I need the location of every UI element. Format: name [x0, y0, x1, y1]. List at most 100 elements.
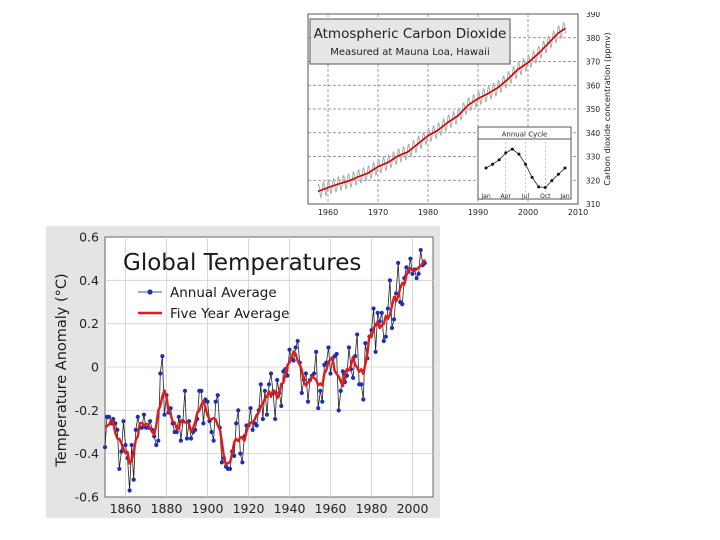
temp-annual-point [394, 291, 399, 296]
legend-five-year-label: Five Year Average [170, 306, 289, 322]
temp-x-tick-label: 1900 [192, 501, 224, 516]
temp-annual-point [305, 399, 311, 404]
temp-annual-point [404, 265, 409, 270]
co2-x-tick-label: 2000 [518, 208, 538, 217]
temp-annual-point [346, 345, 352, 350]
temp-annual-point [234, 421, 239, 426]
temp-annual-point [268, 371, 274, 376]
temp-annual-point [334, 351, 339, 357]
co2-inset-point [497, 158, 501, 162]
temp-annual-point [361, 397, 366, 402]
temp-annual-point [293, 345, 298, 350]
temp-x-tick-label: 1860 [110, 501, 142, 516]
temp-y-tick-label: -0.4 [75, 446, 99, 461]
temp-annual-point [410, 271, 415, 276]
temperature-chart: 1860 1880 1900 1920 1940 1960 1980 2000 -0.6-0.… [46, 226, 440, 518]
temp-annual-point [205, 399, 210, 404]
temp-annual-point [189, 436, 194, 441]
co2-x-tick-label: 1970 [368, 208, 388, 217]
temp-annual-point [316, 406, 321, 411]
temp-annual-point [156, 438, 161, 443]
co2-annual-line [317, 27, 566, 193]
temp-annual-point [254, 423, 259, 428]
temp-annual-points [102, 247, 427, 493]
temp-annual-point [338, 388, 343, 393]
temp-annual-point [295, 338, 300, 344]
temp-annual-point [121, 419, 126, 424]
temp-annual-point [262, 388, 267, 393]
co2-inset-tick-label: Oct [540, 193, 551, 200]
temp-y-tick-label: -0.2 [75, 403, 99, 418]
temp-annual-point [219, 460, 224, 465]
co2-y-tick-label: 330 [586, 153, 601, 162]
temp-y-tick-label: 0.6 [79, 230, 99, 245]
temp-annual-point [133, 427, 138, 432]
temp-annual-point [119, 449, 124, 454]
temp-five-year-line [104, 258, 426, 467]
temp-annual-point [131, 477, 136, 482]
temp-annual-point [232, 453, 237, 458]
co2-inset: Annual Cycle Jan Apr Jul Oct Jan [477, 126, 572, 200]
temp-annual-point [416, 271, 421, 276]
temp-annual-point [158, 371, 163, 376]
co2-inset-title: Annual Cycle [502, 131, 548, 139]
temp-annual-point [162, 412, 167, 417]
co2-monthly-line [317, 21, 566, 199]
co2-y-ticks: 310 320 330 340 350 360 370 380 390 [586, 12, 601, 209]
temp-x-tick-label: 1960 [315, 501, 347, 516]
co2-inset-point [556, 172, 560, 176]
temp-annual-point [258, 382, 263, 387]
legend-annual-marker [147, 289, 153, 295]
temp-annual-point [371, 306, 376, 311]
temp-annual-point [275, 377, 280, 383]
temp-annual-point [414, 276, 419, 281]
temp-annual-point [211, 438, 216, 443]
temp-x-tick-label: 1920 [233, 501, 265, 516]
co2-chart-subtitle: Measured at Mauna Loa, Hawaii [330, 47, 490, 58]
co2-x-tick-label: 1980 [418, 208, 438, 217]
temp-annual-point [336, 408, 341, 413]
co2-inset-point [537, 185, 541, 189]
co2-inset-point [510, 147, 514, 151]
temp-annual-point [391, 317, 397, 322]
co2-y-tick-label: 380 [586, 34, 601, 43]
temp-annual-point [115, 427, 120, 432]
co2-y-tick-label: 340 [586, 129, 601, 138]
temp-y-axis-label: Temperature Anomaly (°C) [54, 273, 70, 467]
temp-annual-point [279, 403, 284, 409]
co2-y-tick-label: 370 [586, 58, 601, 67]
temp-annual-point [209, 429, 214, 435]
temp-y-tick-label: -0.6 [75, 490, 99, 505]
temp-annual-point [102, 445, 108, 450]
co2-y-tick-label: 350 [586, 105, 601, 114]
temp-annual-point [359, 382, 364, 387]
temp-annual-point [396, 260, 401, 266]
co2-x-tick-label: 1960 [318, 208, 338, 217]
temp-y-ticks: -0.6 -0.4 -0.2 0 0.2 0.4 0.6 [75, 230, 99, 505]
co2-y-tick-label: 320 [586, 176, 601, 185]
temp-annual-point [340, 369, 345, 374]
co2-y-tick-label: 310 [586, 200, 601, 209]
temp-annual-point [328, 371, 333, 376]
temp-annual-point [135, 414, 140, 419]
temp-annual-point [318, 388, 323, 393]
co2-title-box: Atmospheric Carbon Dioxide Measured at M… [309, 18, 511, 65]
temp-annual-point [148, 419, 153, 424]
co2-inset-point [504, 151, 508, 155]
temp-annual-point [418, 247, 423, 253]
temp-annual-point [117, 466, 122, 471]
co2-inset-tick-label: Jul [521, 193, 530, 200]
co2-inset-point [517, 152, 521, 156]
co2-inset-point [550, 179, 554, 183]
co2-x-tick-label: 1990 [468, 208, 488, 217]
temp-annual-point [215, 393, 220, 398]
temp-annual-point [326, 345, 331, 350]
temp-annual-point [182, 388, 188, 393]
co2-y-tick-label: 360 [586, 81, 601, 90]
temp-annual-point [154, 442, 159, 448]
co2-inset-point [491, 162, 495, 166]
temp-annual-point [238, 451, 243, 456]
temp-annual-point [387, 278, 393, 283]
temp-annual-point [303, 371, 308, 376]
temp-annual-point [320, 399, 325, 404]
